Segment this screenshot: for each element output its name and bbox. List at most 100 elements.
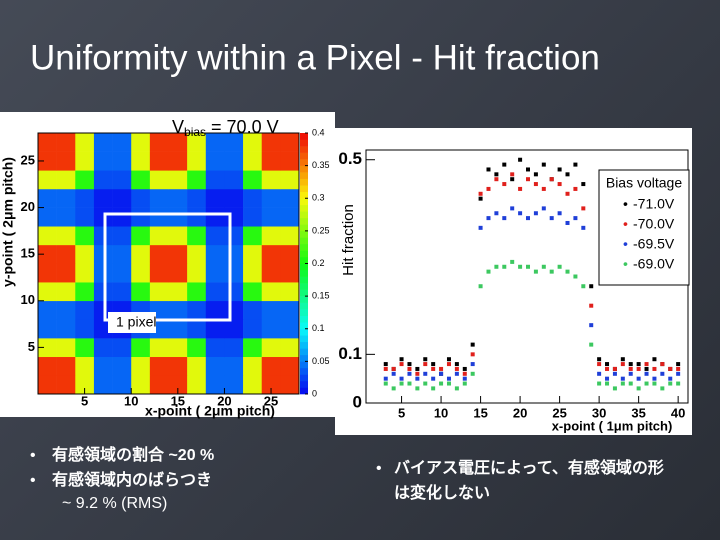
- data-point: [407, 381, 412, 386]
- note: バイアス電圧によって、有感領域の形: [394, 458, 664, 477]
- data-point: [399, 381, 404, 386]
- y-tick-label: 0: [353, 392, 362, 411]
- heatmap-cell: [75, 151, 95, 171]
- heatmap-cell: [93, 263, 113, 283]
- heatmap-cell: [75, 244, 95, 264]
- heatmap-cell: [149, 170, 169, 190]
- data-point: [676, 362, 681, 367]
- heatmap-cell: [56, 319, 76, 339]
- data-point: [446, 362, 451, 367]
- heatmap-cell: [149, 244, 169, 264]
- heatmap-cell: [280, 338, 300, 358]
- y-tick-label: 0.5: [338, 149, 362, 168]
- data-point: [462, 371, 467, 376]
- x-axis-label: x-point ( 2μm pitch): [145, 403, 275, 419]
- heatmap-cell: [93, 356, 113, 376]
- data-point: [660, 362, 665, 367]
- data-point: [502, 216, 507, 221]
- heatmap-cell: [243, 319, 263, 339]
- data-point: [557, 264, 562, 269]
- heatmap-cell: [243, 170, 263, 190]
- data-point: [486, 269, 491, 274]
- data-point: [597, 371, 602, 376]
- colorbar-segment: [300, 354, 308, 362]
- heatmap-cell: [93, 133, 113, 152]
- colorbar-tick-label: 0.1: [312, 323, 325, 333]
- heatmap-cell: [56, 170, 76, 190]
- data-point: [557, 167, 562, 172]
- heatmap-cell: [224, 244, 244, 264]
- heatmap-cell: [38, 151, 57, 171]
- data-point: [605, 381, 610, 386]
- data-point: [565, 172, 570, 177]
- data-point: [541, 264, 546, 269]
- heatmap-cell: [261, 170, 281, 190]
- title-main: V: [172, 117, 184, 137]
- data-point: [652, 376, 657, 381]
- data-point: [423, 381, 428, 386]
- legend-label: -70.0V: [633, 216, 675, 232]
- heatmap-cell: [243, 151, 263, 171]
- data-point: [383, 376, 388, 381]
- legend-marker: •: [623, 216, 628, 232]
- heatmap-cell: [168, 151, 188, 171]
- data-point: [446, 381, 451, 386]
- heatmap-cell: [93, 207, 113, 227]
- data-point: [431, 366, 436, 371]
- heatmap-cell: [224, 170, 244, 190]
- heatmap-cell: [187, 226, 207, 246]
- note: は変化しない: [394, 483, 490, 502]
- data-point: [644, 381, 649, 386]
- heatmap-cell: [93, 226, 113, 246]
- heatmap-cell: [168, 244, 188, 264]
- heatmap-cell: [149, 207, 169, 227]
- heatmap-cell: [261, 226, 281, 246]
- data-point: [628, 366, 633, 371]
- data-point: [573, 186, 578, 191]
- heatmap-cell: [205, 151, 225, 171]
- data-point: [589, 323, 594, 328]
- colorbar-segment: [300, 374, 308, 382]
- heatmap-cell: [261, 375, 281, 395]
- data-point: [636, 386, 641, 391]
- data-point: [486, 186, 491, 191]
- heatmap-cell: [205, 375, 225, 395]
- heatmap-cell: [112, 282, 132, 302]
- heatmap-cell: [131, 375, 151, 395]
- data-point: [478, 191, 483, 196]
- heatmap-cell: [131, 338, 151, 358]
- heatmap-cell: [280, 207, 300, 227]
- x-tick-label: 25: [264, 393, 278, 408]
- heatmap-cell: [224, 263, 244, 283]
- heatmap-cell: [149, 263, 169, 283]
- y-tick-label: 15: [21, 246, 35, 261]
- heatmap-cell: [205, 282, 225, 302]
- heatmap-cell: [131, 356, 151, 376]
- title-sub: bias: [184, 125, 206, 139]
- data-point: [628, 371, 633, 376]
- data-point: [549, 216, 554, 221]
- heatmap-cell: [243, 356, 263, 376]
- heatmap-cell: [75, 263, 95, 283]
- heatmap-cell: [112, 188, 132, 208]
- data-point: [565, 269, 570, 274]
- heatmap-cell: [149, 226, 169, 246]
- heatmap-cell: [56, 151, 76, 171]
- heatmap-cell: [38, 375, 57, 395]
- heatmap-cell: [149, 282, 169, 302]
- heatmap-cell: [149, 375, 169, 395]
- colorbar-segment: [300, 250, 308, 258]
- heatmap-cell: [93, 375, 113, 395]
- heatmap-cell: [261, 133, 281, 152]
- y-tick-label: 10: [21, 292, 35, 307]
- data-point: [470, 352, 475, 357]
- colorbar-segment: [300, 152, 308, 160]
- data-point: [581, 225, 586, 230]
- heatmap-cell: [93, 151, 113, 171]
- heatmap-cell: [205, 188, 225, 208]
- colorbar-tick-label: 0.2: [312, 258, 325, 268]
- heatmap-cell: [205, 263, 225, 283]
- x-tick-label: 20: [513, 405, 527, 420]
- colorbar-segment: [300, 165, 308, 173]
- heatmap-cell: [261, 282, 281, 302]
